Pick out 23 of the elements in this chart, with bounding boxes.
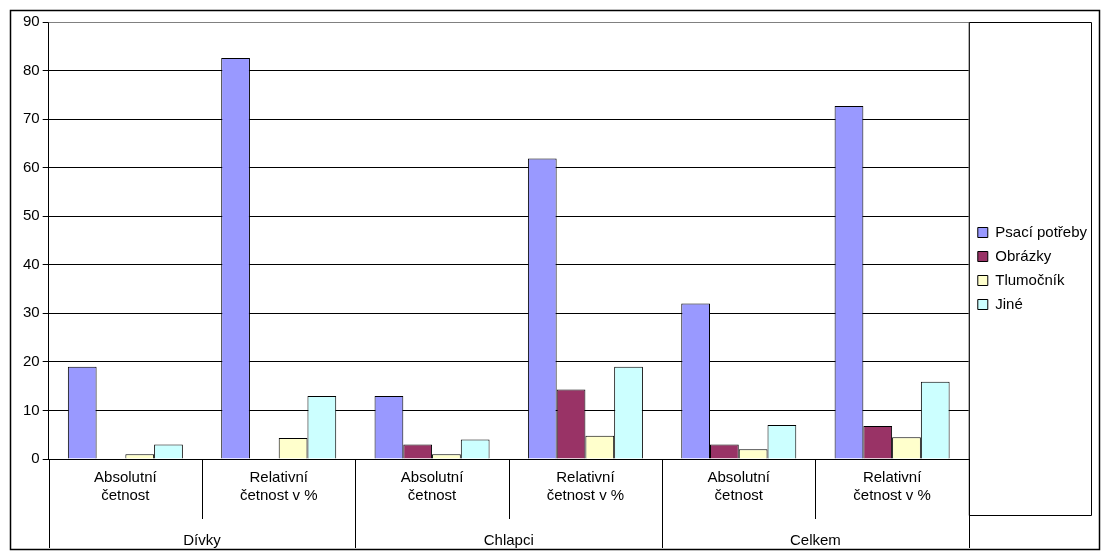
- legend-label: Psací potřeby: [995, 222, 1088, 240]
- y-tick-label: 0: [31, 449, 40, 467]
- x-tick-label: Absolutní četnost: [400, 468, 465, 504]
- x-tick-label: Relativní četnost v %: [239, 468, 318, 504]
- y-tick-label: 20: [23, 352, 40, 370]
- text: Celkem: [790, 531, 841, 549]
- x-tick-label: Absolutní četnost: [707, 468, 771, 504]
- legend-label: Jiné: [995, 294, 1023, 312]
- legend-label: Tlumočník: [995, 270, 1065, 288]
- y-tick-label: 60: [23, 157, 40, 175]
- text: Dívky: [183, 531, 222, 549]
- y-tick-label: 40: [23, 254, 40, 272]
- y-tick-label: 10: [23, 400, 40, 418]
- text: Chlapci: [483, 531, 534, 549]
- y-tick-label: 90: [23, 12, 40, 30]
- x-tick-label: Relativní četnost v %: [546, 468, 625, 504]
- y-tick-label: 30: [23, 303, 40, 321]
- y-tick-label: 80: [23, 60, 40, 78]
- y-tick-label: 50: [23, 206, 40, 224]
- x-tick-label: Absolutní četnost: [94, 468, 158, 504]
- x-tick-label: Relativní četnost v %: [853, 468, 931, 504]
- legend-label: Obrázky: [995, 246, 1052, 264]
- y-tick-label: 70: [23, 109, 40, 127]
